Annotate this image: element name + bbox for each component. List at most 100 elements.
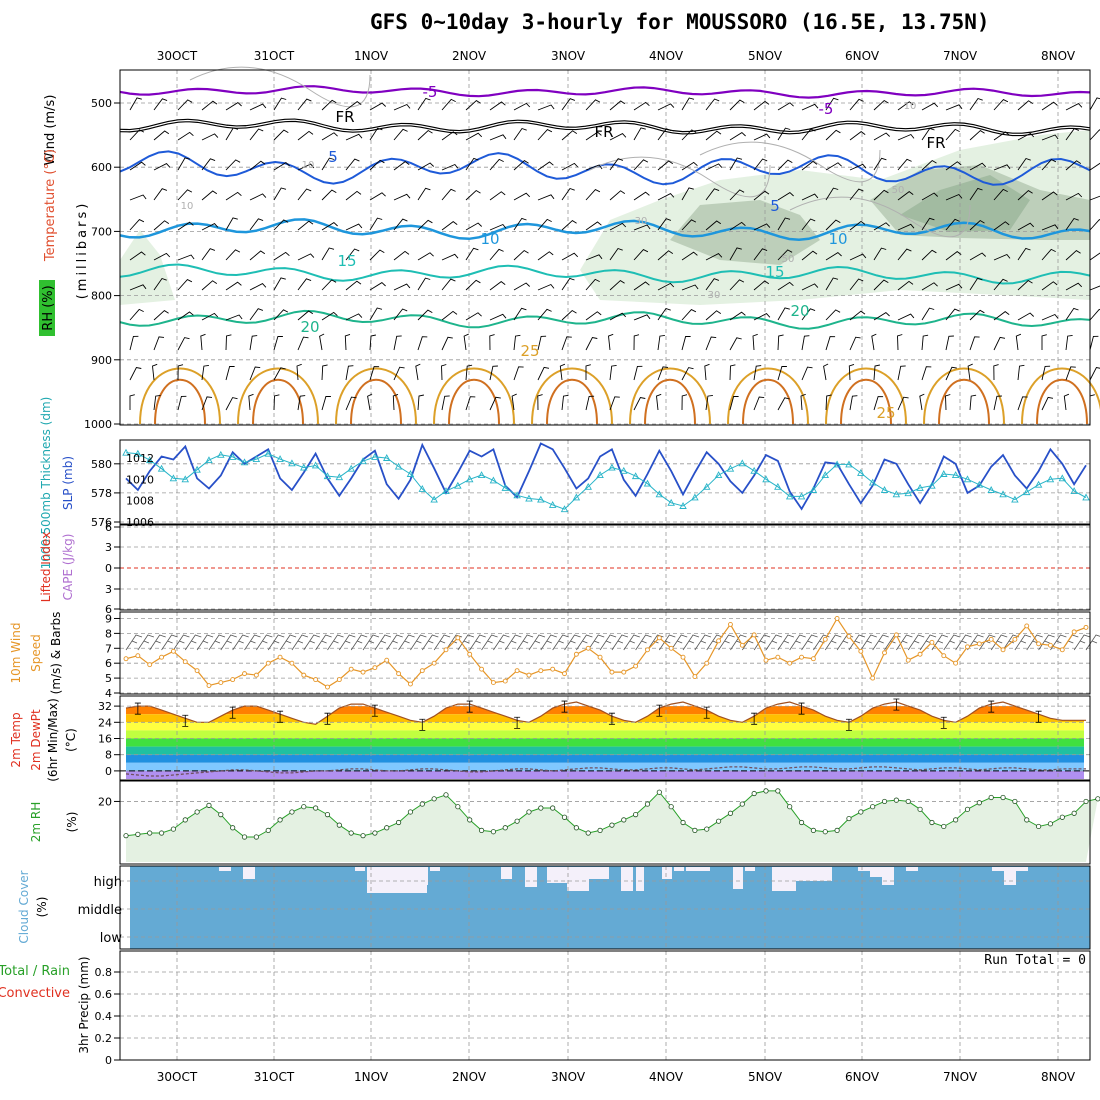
wind-barb	[921, 217, 935, 231]
cloud-gap	[745, 867, 755, 871]
wind-barb	[849, 131, 866, 141]
wind-barb	[225, 397, 238, 411]
wind-barb	[633, 249, 649, 261]
wind-barb	[513, 249, 529, 261]
temperature-contour-25	[433, 367, 515, 425]
temperature-contour-25	[448, 379, 500, 425]
wind-barb	[609, 364, 617, 381]
wind-barb	[321, 132, 338, 141]
wind-barb	[273, 219, 289, 231]
slp-point	[809, 486, 818, 493]
slp-tick-label: 1012	[126, 452, 154, 465]
date-label-top: 4NOV	[649, 49, 684, 63]
wind-speed-point	[265, 660, 271, 666]
date-label-top: 7NOV	[943, 49, 978, 63]
rh-point	[538, 805, 544, 811]
wind-barb	[777, 634, 795, 651]
wind-barb	[225, 127, 239, 141]
slp-point	[300, 463, 308, 471]
rh-point	[905, 798, 911, 805]
wind-speed-point	[870, 675, 876, 681]
wind-barb	[513, 217, 527, 231]
wind-barb	[801, 250, 818, 261]
wind-barb	[705, 163, 723, 171]
wind-barb	[129, 97, 142, 111]
wind-barb	[849, 395, 858, 411]
wind-barb	[393, 218, 408, 231]
wind-speed-point	[467, 651, 473, 657]
wind-barb	[321, 311, 338, 321]
ylabel-cloud-unit: (%)	[35, 897, 49, 918]
wind-barb	[393, 335, 402, 351]
wind-speed-point	[123, 656, 129, 662]
wind-speed-point	[1083, 624, 1089, 630]
wind-barb	[279, 634, 297, 651]
wind-barb	[1089, 366, 1100, 381]
wind-barb	[585, 311, 602, 321]
wind-speed-point	[230, 677, 236, 683]
wind-barb	[993, 364, 999, 381]
wind-barb	[362, 634, 380, 651]
rh-point	[384, 825, 390, 831]
wind-speed-point	[182, 659, 188, 665]
temperature-contour-25	[237, 367, 319, 425]
date-label-top: 3NOV	[551, 49, 586, 63]
ylabel-temp-2: 2m DewPt	[29, 709, 43, 771]
wind-barb	[537, 218, 552, 231]
wind-speed-point	[953, 660, 959, 666]
wind-barb	[681, 219, 697, 231]
rh-point	[692, 827, 698, 834]
slp-point	[465, 475, 474, 483]
wind-barb	[465, 247, 479, 261]
wind-barb	[777, 159, 793, 171]
wind-barb	[393, 103, 411, 111]
wind-barb	[587, 634, 605, 651]
wind-barb	[273, 394, 280, 411]
wind-barb	[800, 393, 806, 411]
wind-barb	[248, 393, 254, 411]
rh-point	[964, 806, 971, 812]
wind-barb	[657, 218, 672, 231]
wind-barb	[705, 130, 722, 141]
wind-speed-point	[893, 632, 899, 638]
wind-barb	[315, 634, 332, 651]
y-tick-label: 6	[105, 657, 112, 670]
wind-barb	[537, 308, 552, 321]
wind-barb	[873, 396, 884, 411]
wind-barb	[369, 282, 386, 291]
wind-barb	[196, 634, 214, 651]
wind-barb	[633, 334, 640, 351]
wind-barb	[753, 133, 771, 141]
min-max-bar	[229, 706, 236, 719]
wind-speed-point	[277, 654, 283, 660]
rh-point	[1035, 823, 1042, 830]
wind-barb	[585, 395, 595, 411]
slp-point	[608, 463, 616, 471]
rh-point	[289, 809, 295, 815]
wind-barb	[297, 253, 315, 261]
wind-barb	[657, 103, 675, 111]
slp-point	[845, 460, 853, 468]
y-tick-label: 1000	[84, 418, 112, 431]
wind-barb	[777, 192, 794, 201]
wind-barb	[585, 221, 602, 231]
ylabel-wind-2: Speed	[29, 634, 43, 672]
rh-point	[787, 804, 793, 810]
wind-barb	[369, 307, 383, 321]
wind-barb	[537, 366, 550, 381]
slp-point	[892, 490, 901, 498]
cloud-level-middle: middle	[78, 903, 122, 918]
y-tick-label: 580	[91, 458, 112, 471]
wind-barb	[417, 309, 433, 321]
contour-label: FR	[926, 134, 945, 152]
wind-barb	[753, 280, 770, 291]
slp-point	[655, 490, 664, 498]
ylabel-temp-1: 2m Temp	[9, 712, 23, 767]
wind-barb	[921, 334, 929, 351]
wind-barb	[945, 161, 962, 171]
rh-point	[810, 827, 817, 834]
cloud-gap	[430, 867, 440, 871]
wind-barb	[801, 366, 813, 381]
slp-point	[240, 458, 249, 466]
cloud-gap	[882, 867, 894, 885]
